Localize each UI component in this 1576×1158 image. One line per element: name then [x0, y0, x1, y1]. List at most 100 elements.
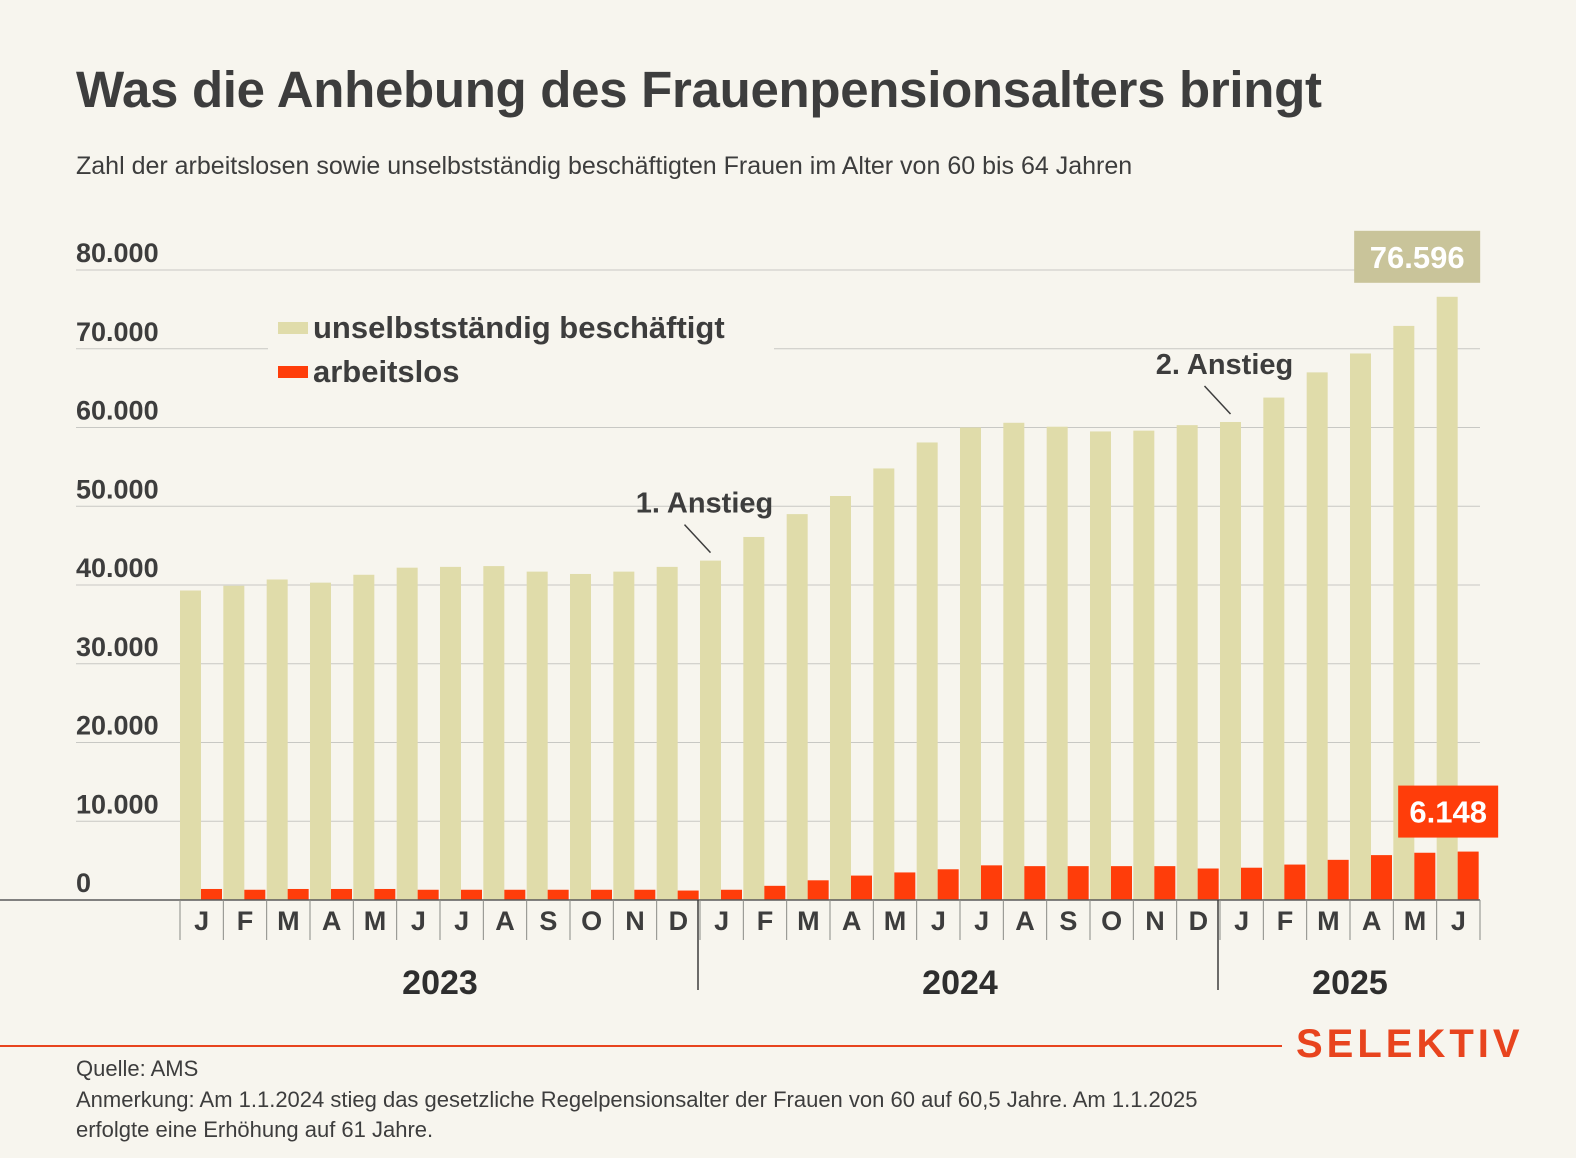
bar-employed [960, 427, 981, 900]
bar-unemployed [807, 880, 829, 900]
value-label-employed: 76.596 [1370, 240, 1465, 275]
x-tick-label: D [1189, 906, 1209, 936]
value-label-bg-employed [1354, 230, 1481, 283]
bar-unemployed [1024, 866, 1046, 900]
bar-chart: 80.000 70.000 60.000 50.000 40.000 30.000 20.0… [0, 230, 1499, 1002]
y-tick-label: 40.000 [76, 553, 159, 583]
bar-unemployed [764, 885, 786, 900]
bar-employed [1220, 421, 1241, 900]
year-label: 2025 [1312, 964, 1388, 1002]
x-tick-label: A [1015, 906, 1035, 936]
legend-swatch-employed [278, 322, 308, 334]
annotation-label: 1. Anstieg [636, 488, 774, 520]
y-tick-label: 10.000 [76, 789, 159, 819]
bar-employed [786, 514, 808, 900]
y-tick-label: 0 [76, 868, 91, 898]
x-tick-label: F [757, 906, 774, 936]
x-tick-label: M [277, 906, 300, 936]
x-tick-label: F [1277, 906, 1294, 936]
bar-employed [440, 566, 461, 900]
legend: unselbstständig beschäftigt arbeitslos [268, 302, 774, 402]
bar-employed [743, 536, 765, 900]
bar-unemployed [331, 888, 352, 900]
annotation-label: 2. Anstieg [1156, 349, 1294, 381]
x-tick-label: S [539, 906, 557, 936]
year-label: 2024 [922, 964, 998, 1002]
x-tick-label: A [842, 906, 862, 936]
bar-employed [1263, 397, 1285, 900]
y-axis-ticks: 80.000 70.000 60.000 50.000 40.000 30.000 20.0… [76, 238, 159, 898]
bar-unemployed [981, 865, 1002, 900]
x-tick-label: N [1145, 906, 1165, 936]
note-text: Anmerkung: Am 1.1.2024 stieg das gesetzl… [76, 1087, 1198, 1142]
x-tick-label: J [1234, 906, 1249, 936]
bar-employed [613, 571, 635, 900]
x-tick-label: M [1317, 906, 1340, 936]
x-tick-label: A [1362, 906, 1382, 936]
bar-unemployed [937, 869, 959, 900]
bar-unemployed [1154, 866, 1176, 900]
bar-employed [396, 567, 418, 900]
bar-employed [916, 442, 938, 900]
brand-logo: SELEKTIV [1296, 1022, 1524, 1066]
bar-unemployed [201, 888, 222, 900]
x-tick-label: M [1404, 906, 1427, 936]
value-label-unemployed: 6.148 [1409, 795, 1487, 830]
annotation-leader [1203, 385, 1232, 415]
bar-unemployed [1327, 859, 1349, 900]
x-tick-label: J [411, 906, 426, 936]
bar-employed [483, 566, 505, 900]
bar-employed [1436, 296, 1458, 900]
x-tick-label: S [1059, 906, 1077, 936]
bar-employed [310, 582, 331, 900]
bar-employed [266, 579, 288, 900]
bar-employed [570, 573, 591, 900]
x-tick-label: F [237, 906, 254, 936]
bar-unemployed [1197, 868, 1219, 900]
chart-subtitle: Zahl der arbeitslosen sowie unselbststän… [76, 152, 1133, 180]
bar-unemployed [1371, 855, 1392, 900]
y-tick-label: 60.000 [76, 396, 159, 426]
x-tick-label: J [1451, 906, 1466, 936]
bar-unemployed [894, 872, 916, 900]
bar-employed [656, 566, 678, 900]
bar-unemployed [461, 889, 482, 900]
bar-unemployed [721, 889, 742, 900]
bar-unemployed [1284, 864, 1306, 900]
bar-employed [180, 590, 201, 900]
bar-employed [1003, 422, 1025, 900]
x-tick-label: N [625, 906, 645, 936]
y-tick-label: 80.000 [76, 238, 159, 268]
x-tick-label: J [714, 906, 729, 936]
x-tick-label: J [931, 906, 946, 936]
bar-unemployed [504, 889, 526, 900]
annotations: 1. Anstieg 2. Anstieg [636, 349, 1294, 554]
legend-bg [268, 302, 774, 402]
bar-unemployed [1067, 866, 1089, 900]
x-tick-label: A [495, 906, 515, 936]
legend-label-unemployed: arbeitslos [313, 354, 459, 389]
value-label-bg-unemployed [1398, 785, 1499, 838]
footer-divider [0, 1045, 1282, 1047]
bar-employed [1306, 372, 1328, 900]
x-tick-label: D [669, 906, 689, 936]
bar-unemployed [287, 888, 309, 900]
bar-employed [873, 468, 895, 900]
x-tick-label: O [581, 906, 602, 936]
bar-unemployed [1111, 866, 1132, 900]
x-tick-label: J [194, 906, 209, 936]
bar-employed [1133, 430, 1155, 900]
bar-employed [830, 496, 851, 900]
bar-employed [526, 571, 548, 900]
bar-unemployed [1241, 867, 1262, 900]
y-tick-label: 70.000 [76, 317, 159, 347]
bar-employed [700, 560, 721, 900]
bars [180, 296, 1479, 901]
bar-unemployed [591, 889, 612, 900]
y-tick-label: 20.000 [76, 711, 159, 741]
annotation-leader [683, 524, 712, 554]
x-tick-label: M [884, 906, 907, 936]
bar-unemployed [677, 890, 699, 900]
source-text: Quelle: AMS [76, 1056, 199, 1081]
